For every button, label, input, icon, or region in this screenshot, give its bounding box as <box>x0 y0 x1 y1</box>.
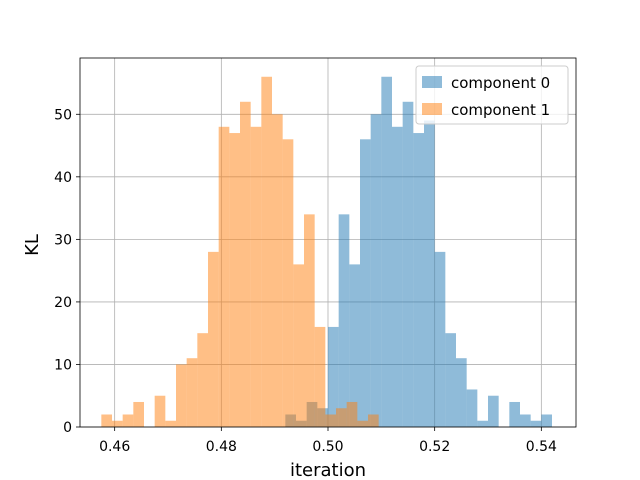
histogram-bar <box>272 114 283 427</box>
x-tick-label: 0.48 <box>206 439 237 455</box>
histogram-bar <box>304 214 315 427</box>
histogram-bar <box>336 408 347 427</box>
histogram-bar <box>250 126 262 428</box>
histogram-bar <box>488 395 499 427</box>
series-0-bars <box>285 76 552 428</box>
histogram-bar <box>370 114 382 427</box>
legend-swatch <box>422 76 442 88</box>
histogram-bar <box>293 264 304 427</box>
histogram-bar <box>208 251 219 427</box>
histogram-bar <box>392 126 403 428</box>
histogram-bar <box>541 414 552 427</box>
histogram-bar <box>349 264 360 427</box>
histogram-bar <box>112 420 123 427</box>
histogram-bar <box>509 401 520 427</box>
x-tick-label: 0.54 <box>526 439 557 455</box>
legend-label: component 0 <box>451 74 550 92</box>
x-axis-ticks: 0.46 0.48 0.50 0.52 0.54 <box>99 427 557 455</box>
y-tick-label: 0 <box>63 420 72 436</box>
histogram-bar <box>154 395 166 427</box>
histogram-bar <box>122 414 134 427</box>
histogram-bar <box>176 364 187 427</box>
histogram-bar <box>413 133 424 427</box>
histogram-bar <box>218 126 230 428</box>
histogram-bar <box>456 358 467 427</box>
y-tick-label: 40 <box>54 170 72 186</box>
y-axis-label: KL <box>22 234 43 256</box>
histogram-bar <box>402 101 414 427</box>
histogram-bar <box>240 101 251 427</box>
histogram-bar <box>477 420 488 427</box>
histogram-bar <box>197 333 208 427</box>
legend: component 0 component 1 <box>415 65 569 125</box>
histogram-bar <box>229 133 240 427</box>
y-tick-label: 20 <box>54 295 72 311</box>
histogram-bar <box>186 358 198 427</box>
histogram-bar <box>328 326 339 427</box>
series-1-bars <box>101 76 379 428</box>
y-tick-label: 50 <box>54 107 72 123</box>
histogram-bars <box>101 76 552 428</box>
histogram-bar <box>314 326 326 427</box>
histogram-bar <box>424 120 435 428</box>
histogram-bar <box>165 420 176 427</box>
histogram-bar <box>368 414 379 427</box>
histogram-bar <box>466 389 478 427</box>
histogram-bar <box>445 333 456 427</box>
y-tick-label: 30 <box>54 232 72 248</box>
histogram-bar <box>325 414 336 427</box>
legend-label: component 1 <box>451 101 550 119</box>
x-axis-label: iteration <box>290 460 366 480</box>
histogram-bar <box>360 139 371 427</box>
histogram-bar <box>261 76 272 428</box>
y-axis-ticks: 0 10 20 30 40 50 <box>54 107 80 436</box>
histogram-bar <box>381 76 392 428</box>
x-tick-label: 0.52 <box>419 439 450 455</box>
y-tick-label: 10 <box>54 357 72 373</box>
histogram-bar <box>520 414 531 427</box>
histogram-bar <box>357 420 368 427</box>
legend-box <box>415 65 569 125</box>
histogram-bar <box>530 420 542 427</box>
histogram-bar <box>434 251 446 427</box>
legend-swatch <box>422 103 442 115</box>
x-tick-label: 0.50 <box>312 439 343 455</box>
histogram-bar <box>101 414 112 427</box>
x-tick-label: 0.46 <box>99 439 130 455</box>
histogram-bar <box>282 139 294 427</box>
histogram-bar <box>338 214 350 427</box>
histogram-bar <box>346 401 358 427</box>
histogram-bar <box>133 401 144 427</box>
